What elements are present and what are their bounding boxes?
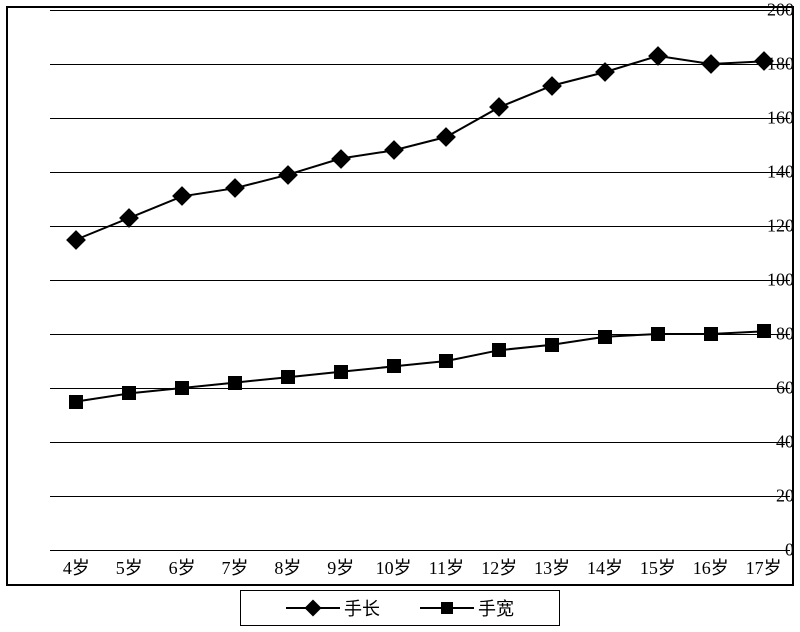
data-point-marker — [598, 330, 612, 344]
xtick-label: 9岁 — [327, 554, 354, 580]
legend-item-hand-width: 手宽 — [420, 595, 514, 621]
data-point-marker — [492, 343, 506, 357]
xtick-label: 5岁 — [116, 554, 143, 580]
data-point-marker — [122, 386, 136, 400]
legend-label: 手宽 — [478, 595, 514, 621]
legend-item-hand-length: 手长 — [286, 595, 380, 621]
series-line — [76, 56, 763, 240]
xtick-label: 13岁 — [534, 554, 570, 580]
data-point-marker — [228, 376, 242, 390]
xtick-label: 17岁 — [746, 554, 782, 580]
legend-swatch-square — [420, 601, 474, 615]
legend-swatch-diamond — [286, 601, 340, 615]
data-point-marker — [281, 370, 295, 384]
series-lines-svg — [50, 10, 790, 550]
xtick-label: 7岁 — [222, 554, 249, 580]
data-point-marker — [175, 381, 189, 395]
data-point-marker — [704, 327, 718, 341]
xtick-label: 4岁 — [63, 554, 90, 580]
xtick-label: 16岁 — [693, 554, 729, 580]
xtick-label: 8岁 — [274, 554, 301, 580]
xtick-label: 10岁 — [376, 554, 412, 580]
chart-container: 020406080100120140160180200 4岁5岁6岁7岁8岁9岁… — [0, 0, 800, 632]
data-point-marker — [439, 354, 453, 368]
data-point-marker — [757, 324, 771, 338]
data-point-marker — [69, 395, 83, 409]
data-point-marker — [387, 359, 401, 373]
xtick-label: 11岁 — [429, 554, 464, 580]
xtick-label: 14岁 — [587, 554, 623, 580]
gridline — [50, 550, 790, 551]
legend: 手长 手宽 — [240, 590, 560, 626]
data-point-marker — [545, 338, 559, 352]
data-point-marker — [651, 327, 665, 341]
xtick-label: 12岁 — [481, 554, 517, 580]
xtick-label: 15岁 — [640, 554, 676, 580]
legend-label: 手长 — [344, 595, 380, 621]
data-point-marker — [334, 365, 348, 379]
plot-area — [50, 10, 790, 550]
xtick-label: 6岁 — [169, 554, 196, 580]
